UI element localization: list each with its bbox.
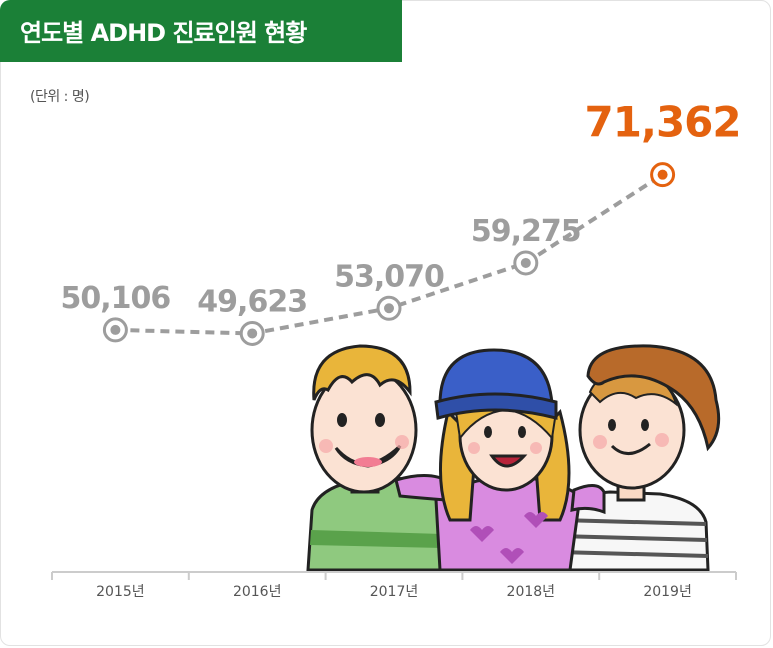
data-label: 49,623	[197, 284, 307, 319]
data-point-center	[110, 324, 121, 335]
title-banner: 연도별 ADHD 진료인원 현황	[0, 0, 402, 62]
x-tick-label: 2019년	[643, 584, 692, 600]
data-point-center	[520, 257, 531, 268]
data-point-center	[384, 303, 394, 314]
kid-right-figure	[554, 344, 721, 572]
unit-label: (단위 : 명)	[30, 89, 90, 105]
x-tick-label: 2018년	[507, 584, 556, 600]
x-tick-label: 2016년	[233, 584, 282, 600]
data-label: 53,070	[334, 259, 444, 294]
chart-title: 연도별 ADHD 진료인원 현황	[20, 19, 307, 47]
data-label: 59,275	[471, 214, 581, 249]
x-tick-label: 2017년	[370, 584, 419, 600]
kid-middle-figure	[394, 348, 606, 572]
data-point-center	[247, 328, 258, 339]
data-label-highlight: 71,362	[585, 98, 741, 147]
data-point-center	[657, 169, 668, 180]
kid-left-figure	[306, 344, 446, 572]
kids-illustration	[306, 344, 721, 572]
x-tick-label: 2015년	[96, 584, 145, 600]
data-label: 50,106	[61, 281, 171, 316]
